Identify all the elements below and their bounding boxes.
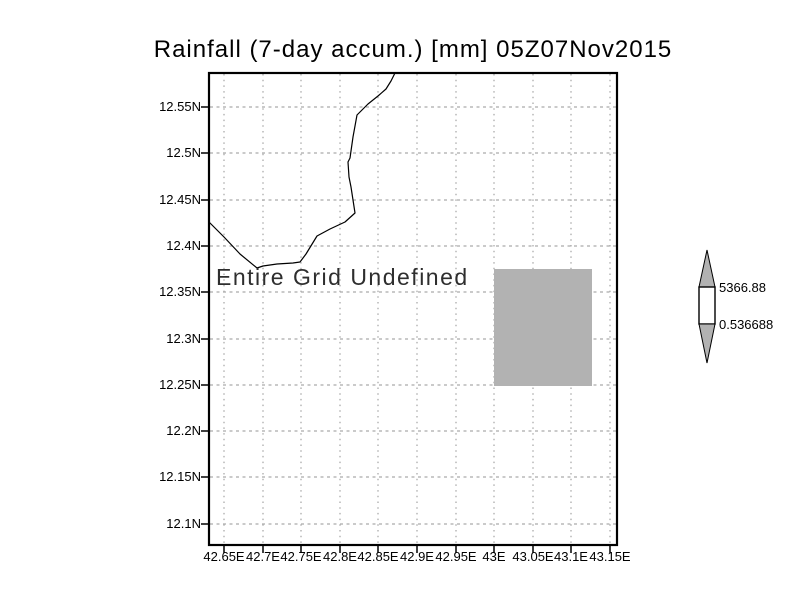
x-axis-label: 42.7E: [246, 549, 280, 564]
x-axis-label: 43.15E: [589, 549, 631, 564]
y-axis-label: 12.3N: [166, 331, 201, 346]
grid-undefined-message: Entire Grid Undefined: [216, 264, 469, 290]
x-axis-label: 43.1E: [554, 549, 588, 564]
x-axis-label: 42.95E: [435, 549, 477, 564]
x-axis-label: 42.75E: [280, 549, 322, 564]
x-axis-label: 42.9E: [400, 549, 434, 564]
x-axis-ticks: [223, 545, 611, 553]
y-axis-label: 12.5N: [166, 145, 201, 160]
x-axis-label: 43E: [482, 549, 506, 564]
colorbar-upper-arrow: [698, 249, 716, 288]
colorbar: [698, 249, 716, 364]
y-axis-label: 12.35N: [159, 284, 201, 299]
x-axis-label: 43.05E: [512, 549, 554, 564]
y-axis-label: 12.2N: [166, 423, 201, 438]
coastline: [208, 72, 396, 269]
y-axis-label: 12.1N: [166, 516, 201, 531]
y-axis-label: 12.45N: [159, 192, 201, 207]
colorbar-lower-arrow: [698, 323, 716, 364]
y-axis-label: 12.15N: [159, 469, 201, 484]
y-axis-label: 12.55N: [159, 99, 201, 114]
plot-title: Rainfall (7-day accum.) [mm] 05Z07Nov201…: [153, 36, 673, 63]
colorbar-max-label: 5366.88: [719, 280, 766, 295]
colorbar-mid-segment: [698, 286, 716, 325]
colorbar-min-label: 0.536688: [719, 317, 774, 332]
y-axis-label: 12.25N: [159, 377, 201, 392]
x-axis-label: 42.85E: [357, 549, 399, 564]
plot-frame: [207, 71, 619, 547]
x-axis-label: 42.65E: [203, 549, 245, 564]
undefined-region-shade: [494, 269, 592, 386]
y-axis-ticks: [201, 106, 209, 525]
x-axis-label: 42.8E: [323, 549, 357, 564]
y-axis-label: 12.4N: [166, 238, 201, 253]
